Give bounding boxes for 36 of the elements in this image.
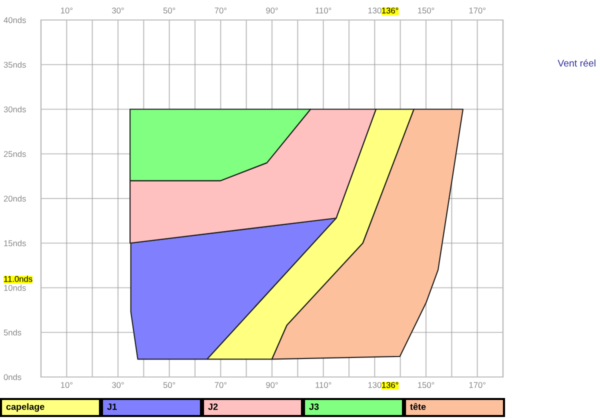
- y-tick-label: 20nds: [4, 195, 26, 202]
- y-tick-label: 30nds: [4, 106, 26, 112]
- x-tick-label: 170°: [469, 382, 486, 388]
- y-tick-label: 35nds: [4, 62, 26, 68]
- y-tick-label: 11.0nds: [4, 276, 32, 282]
- y-tick-label: 10nds: [4, 284, 26, 291]
- text: capelage: [6, 403, 44, 412]
- x2-tick-label: 170°: [469, 8, 486, 14]
- text: Vent réel: [558, 59, 596, 67]
- y-tick-label: 25nds: [4, 150, 26, 157]
- y-tick-label: 0nds: [4, 374, 22, 380]
- x-tick-label: 30°: [112, 382, 124, 388]
- x2-tick-label: 70°: [214, 8, 226, 14]
- x-tick-label: 70°: [214, 382, 226, 388]
- text: J3: [309, 404, 319, 410]
- x-tick-label: 136°: [382, 382, 398, 388]
- x-tick-label: 110°: [316, 382, 332, 388]
- x-tick-label: 10°: [61, 382, 72, 388]
- text: J2: [208, 404, 218, 410]
- y-tick-label: 15nds: [4, 240, 26, 246]
- x2-tick-label: 30°: [112, 8, 124, 14]
- x2-tick-label: 110°: [316, 8, 332, 14]
- x-tick-label: 150°: [418, 382, 434, 388]
- x2-tick-label: 130: [368, 8, 382, 14]
- x-tick-label: 130: [368, 382, 382, 388]
- text: tête: [410, 403, 426, 410]
- x2-tick-label: 150°: [418, 8, 434, 14]
- x2-tick-label: 136°: [382, 8, 398, 14]
- text: J1: [107, 404, 117, 410]
- x-tick-label: 50°: [163, 382, 176, 388]
- x2-tick-label: 50°: [163, 8, 176, 14]
- y-tick-label: 5nds: [4, 329, 22, 336]
- x2-tick-label: 10°: [61, 8, 72, 14]
- x2-tick-label: 90°: [266, 8, 278, 14]
- x-tick-label: 90°: [266, 382, 278, 388]
- y-tick-label: 40nds: [4, 16, 26, 24]
